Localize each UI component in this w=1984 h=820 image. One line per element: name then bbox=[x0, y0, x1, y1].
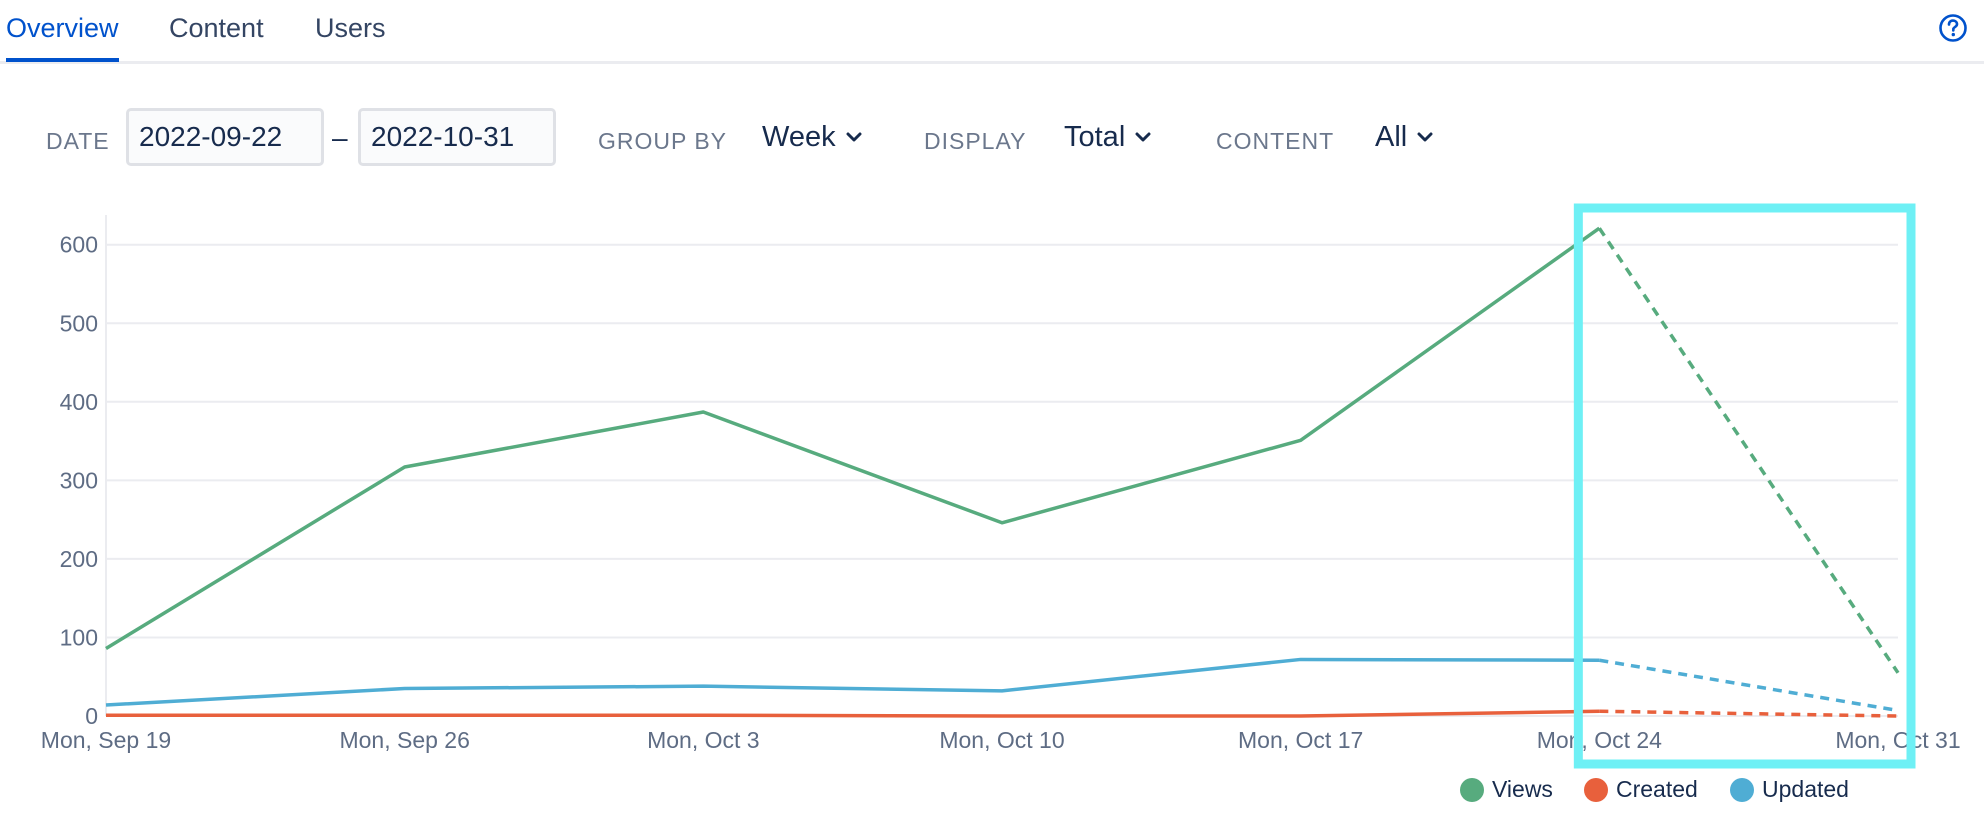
tab-bar: Overview Content Users bbox=[0, 0, 1984, 64]
x-tick-label: Mon, Oct 31 bbox=[1835, 727, 1960, 753]
legend-label: Updated bbox=[1762, 776, 1849, 802]
content-value: All bbox=[1375, 120, 1408, 153]
y-tick-label: 500 bbox=[60, 310, 98, 336]
group-by-select[interactable]: Week bbox=[762, 118, 862, 156]
x-tick-label: Mon, Sep 19 bbox=[41, 727, 171, 753]
y-tick-label: 100 bbox=[60, 624, 98, 650]
filter-bar: DATE – GROUP BY Week DISPLAY Total CONTE… bbox=[0, 108, 1984, 168]
series-line-projected-updated bbox=[1599, 658, 1899, 713]
display-label: DISPLAY bbox=[924, 128, 1027, 154]
series-line-projected-created bbox=[1599, 709, 1899, 718]
chevron-down-icon bbox=[846, 132, 862, 142]
content-label: CONTENT bbox=[1216, 128, 1335, 154]
y-tick-label: 0 bbox=[85, 703, 98, 729]
group-by-label: GROUP BY bbox=[598, 128, 727, 154]
x-tick-label: Mon, Oct 24 bbox=[1537, 727, 1662, 753]
date-from-input[interactable] bbox=[126, 108, 324, 166]
chevron-down-icon bbox=[1135, 132, 1151, 142]
legend-dot bbox=[1730, 777, 1754, 802]
series-line-created bbox=[106, 709, 1600, 718]
date-label: DATE bbox=[46, 128, 110, 154]
legend-item-updated[interactable]: Updated bbox=[1730, 776, 1849, 803]
series-line-views bbox=[105, 226, 1601, 650]
y-tick-label: 400 bbox=[60, 389, 98, 415]
display-value: Total bbox=[1064, 120, 1126, 153]
legend-item-created[interactable]: Created bbox=[1584, 776, 1698, 803]
series-line-projected-views bbox=[1597, 227, 1900, 674]
y-tick-label: 600 bbox=[60, 232, 98, 258]
tab-users[interactable]: Users bbox=[315, 13, 386, 43]
line-chart: 0 100 200 300 400 500 600 Mon, Sep 19 Mon, Sep 2… bbox=[41, 203, 1961, 769]
y-tick-label: 300 bbox=[60, 467, 98, 493]
x-tick-label: Mon, Oct 17 bbox=[1238, 727, 1363, 753]
legend-dot bbox=[1460, 777, 1484, 802]
chevron-down-icon bbox=[1417, 132, 1433, 142]
x-tick-label: Mon, Oct 10 bbox=[939, 727, 1064, 753]
y-tick-label: 200 bbox=[60, 546, 98, 572]
highlight-box bbox=[1573, 203, 1916, 769]
legend-label: Views bbox=[1492, 776, 1553, 802]
date-to-input[interactable] bbox=[358, 108, 556, 166]
legend-dot bbox=[1584, 777, 1608, 802]
legend-item-views[interactable]: Views bbox=[1460, 776, 1553, 803]
display-select[interactable]: Total bbox=[1064, 118, 1151, 156]
x-tick-label: Mon, Sep 26 bbox=[339, 727, 469, 753]
tab-overview[interactable]: Overview bbox=[6, 12, 119, 62]
date-separator: – bbox=[332, 122, 348, 153]
series-line-updated bbox=[105, 657, 1600, 707]
group-by-value: Week bbox=[762, 120, 836, 153]
help-icon[interactable] bbox=[1938, 13, 1968, 43]
x-tick-label: Mon, Oct 3 bbox=[647, 727, 759, 753]
tab-content[interactable]: Content bbox=[169, 13, 264, 43]
content-select[interactable]: All bbox=[1375, 118, 1433, 156]
legend-label: Created bbox=[1616, 776, 1698, 802]
